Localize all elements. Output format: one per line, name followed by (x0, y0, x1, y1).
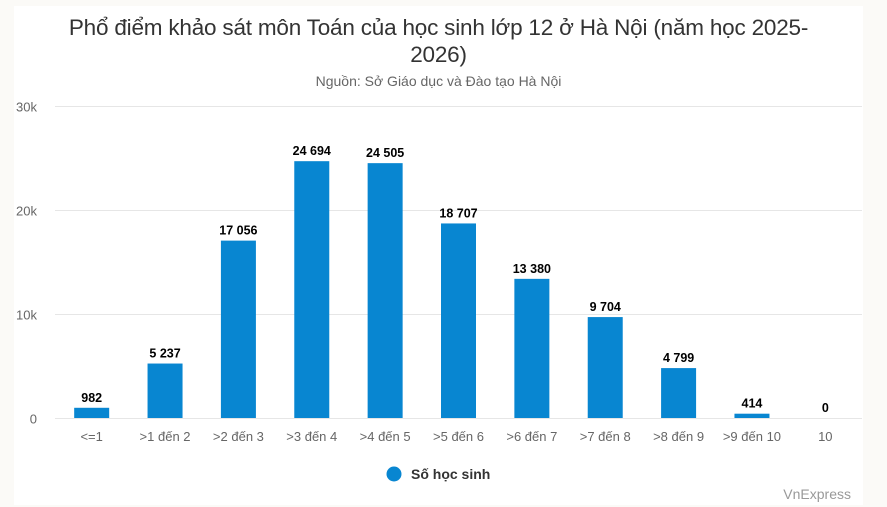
bar[interactable] (514, 278, 550, 418)
y-tick-label: 10k (16, 308, 37, 323)
chart-title: Phổ điểm khảo sát môn Toán của học sinh … (68, 15, 809, 67)
chart-subtitle: Nguồn: Sở Giáo dục và Đào tạo Hà Nội (315, 73, 562, 89)
y-tick-label: 0 (30, 412, 37, 427)
credit-label: VnExpress (783, 486, 851, 502)
x-tick-label: <=1 (80, 429, 102, 444)
y-tick-label: 30k (16, 100, 37, 115)
bar[interactable] (147, 363, 183, 418)
bar-value-label: 17 056 (219, 224, 257, 238)
bar[interactable] (367, 163, 403, 418)
bar[interactable] (661, 368, 697, 418)
x-tick-label: >2 đến 3 (213, 429, 264, 444)
bar-value-label: 24 694 (293, 144, 331, 158)
x-tick-label: >9 đến 10 (723, 429, 781, 444)
legend-label[interactable]: Số học sinh (411, 466, 490, 482)
bar[interactable] (441, 223, 476, 418)
bar[interactable] (734, 413, 770, 418)
bar-series (74, 161, 770, 418)
x-tick-label: >4 đến 5 (360, 429, 411, 444)
y-axis-labels: 0 10k 20k 30k (16, 100, 37, 427)
x-tick-label: 10 (818, 429, 832, 444)
bar-value-label: 414 (742, 397, 763, 411)
x-axis-labels: <=1 >1 đến 2 >2 đến 3 >3 đến 4 >4 đến 5 >5 đế… (80, 429, 832, 444)
x-tick-label: >7 đến 8 (580, 429, 631, 444)
chart-panel: Phổ điểm khảo sát môn Toán của học sinh … (14, 6, 863, 505)
bar-value-label: 18 707 (439, 206, 477, 220)
bar[interactable] (74, 407, 110, 418)
bar[interactable] (294, 161, 330, 418)
x-tick-label: >6 đến 7 (506, 429, 557, 444)
x-tick-label: >8 đến 9 (653, 429, 704, 444)
bar-value-label: 13 380 (513, 262, 551, 276)
legend[interactable]: Số học sinh (386, 466, 491, 482)
x-tick-label: >5 đến 6 (433, 429, 484, 444)
data-labels: 982 5 237 17 056 24 694 24 505 18 707 13 380 9 … (81, 144, 829, 415)
bar-value-label: 9 704 (590, 300, 621, 314)
bar-value-label: 24 505 (366, 146, 404, 160)
legend-marker-icon (386, 466, 402, 482)
x-tick-label: >1 đến 2 (140, 429, 191, 444)
bar[interactable] (587, 317, 623, 418)
bar-value-label: 4 799 (663, 351, 694, 365)
x-tick-label: >3 đến 4 (286, 429, 337, 444)
bar-value-label: 0 (822, 401, 829, 415)
bar-value-label: 982 (81, 391, 102, 405)
bar[interactable] (220, 240, 256, 418)
y-tick-label: 20k (16, 204, 37, 219)
bar-value-label: 5 237 (149, 347, 180, 361)
